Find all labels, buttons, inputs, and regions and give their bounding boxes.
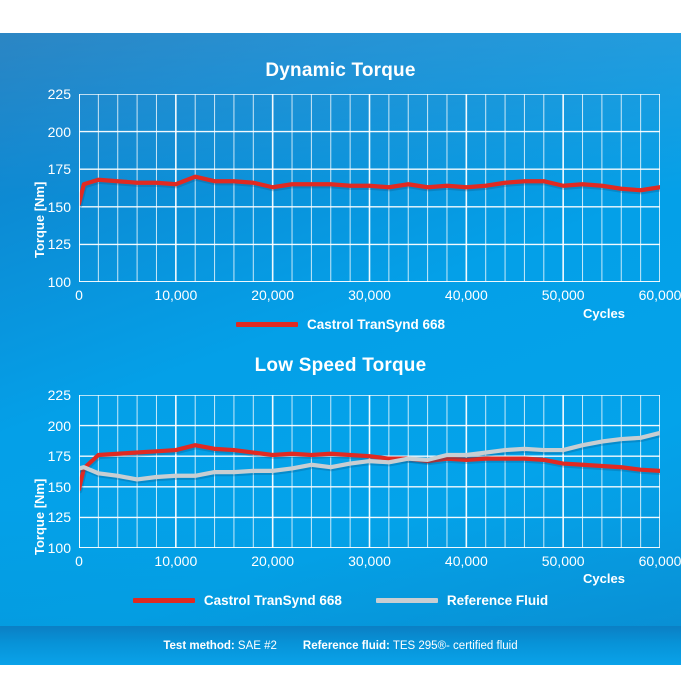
x-tick-label: 40,000 bbox=[444, 287, 488, 303]
y-tick-label: 100 bbox=[47, 274, 71, 290]
x-tick-label: 0 bbox=[75, 553, 83, 569]
footer-note-bar: Test method: SAE #2 Reference fluid: TES… bbox=[0, 626, 681, 665]
plot-area-low-speed-torque bbox=[79, 395, 660, 548]
x-tick-label: 10,000 bbox=[154, 553, 198, 569]
legend-swatch bbox=[375, 598, 438, 603]
x-tick-label: 60,000 bbox=[638, 287, 681, 303]
chart-panel: Dynamic Torque Torque [Nm] 100 125 150 175 2… bbox=[0, 33, 681, 665]
x-tick-label: 20,000 bbox=[251, 287, 295, 303]
chart-svg-dynamic-torque bbox=[79, 94, 660, 282]
x-tick-label: 10,000 bbox=[154, 287, 198, 303]
chart-title-dynamic-torque: Dynamic Torque bbox=[265, 60, 416, 81]
legend-item[interactable]: Castrol TranSynd 668 bbox=[235, 317, 446, 332]
legend-chart1: Castrol TranSynd 668 bbox=[0, 317, 681, 332]
series-line bbox=[79, 445, 660, 489]
y-tick-label: 175 bbox=[47, 161, 71, 178]
x-tick-label: 30,000 bbox=[348, 287, 391, 303]
x-tick-label: 50,000 bbox=[541, 553, 585, 569]
x-tick-label: 60,000 bbox=[638, 553, 681, 569]
legend-chart2: Castrol TranSynd 668 Reference Fluid bbox=[0, 593, 681, 608]
footer-reference-fluid-lead: Reference fluid: bbox=[302, 639, 390, 652]
x-tick-label: 40,000 bbox=[444, 553, 488, 569]
y-tick-label: 175 bbox=[47, 448, 71, 465]
footer-test-method: Test method: SAE #2 bbox=[163, 640, 277, 652]
legend-label: Reference Fluid bbox=[446, 593, 549, 608]
chart-svg-low-speed-torque bbox=[79, 395, 660, 548]
x-tick-label: 30,000 bbox=[348, 553, 391, 569]
y-tick-label: 200 bbox=[47, 417, 71, 434]
footer-reference-fluid: Reference fluid: TES 295®- certified flu… bbox=[303, 640, 518, 652]
footer-reference-fluid-value: TES 295®- certified fluid bbox=[389, 639, 518, 652]
legend-label: Castrol TranSynd 668 bbox=[306, 317, 446, 332]
x-axis-label-chart2: Cycles bbox=[583, 571, 625, 586]
series-line bbox=[79, 433, 660, 480]
y-tick-label: 100 bbox=[47, 540, 71, 556]
y-tick-label: 225 bbox=[47, 86, 71, 102]
y-tick-label: 125 bbox=[47, 236, 71, 253]
legend-swatch bbox=[235, 322, 298, 327]
y-tick-label: 150 bbox=[47, 198, 71, 215]
legend-label: Castrol TranSynd 668 bbox=[203, 593, 342, 608]
x-tick-label: 20,000 bbox=[251, 553, 295, 569]
footer-test-method-lead: Test method: bbox=[163, 639, 235, 652]
x-axis-label-chart1: Cycles bbox=[583, 306, 625, 321]
legend-item[interactable]: Castrol TranSynd 668 bbox=[132, 593, 342, 608]
legend-swatch bbox=[132, 598, 195, 603]
series-line bbox=[79, 177, 660, 204]
chart-title-low-speed-torque: Low Speed Torque bbox=[254, 355, 427, 376]
x-tick-label: 0 bbox=[75, 287, 83, 303]
plot-area-dynamic-torque bbox=[79, 94, 660, 282]
y-tick-label: 225 bbox=[47, 387, 71, 403]
footer-test-method-value: SAE #2 bbox=[234, 639, 277, 652]
y-tick-label: 125 bbox=[47, 509, 71, 526]
y-tick-label: 200 bbox=[47, 123, 71, 140]
x-tick-label: 50,000 bbox=[541, 287, 585, 303]
y-tick-label: 150 bbox=[47, 478, 71, 495]
legend-item[interactable]: Reference Fluid bbox=[375, 593, 549, 608]
